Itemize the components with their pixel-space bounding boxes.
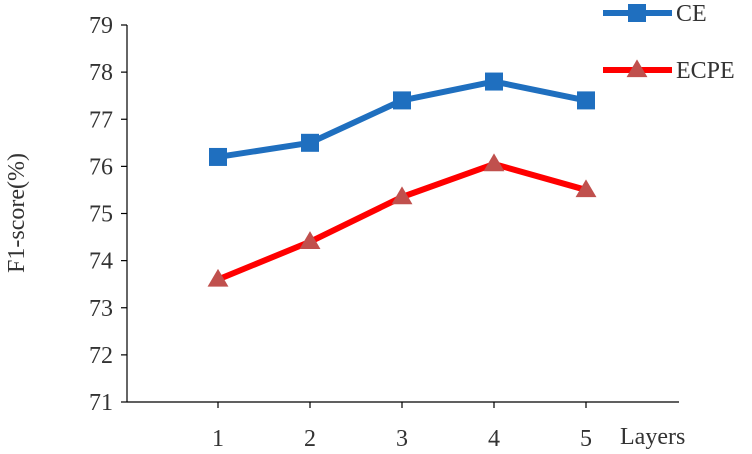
- series-ce: [209, 72, 595, 166]
- series-ecpe: [207, 153, 597, 287]
- y-tick-label: 75: [89, 202, 113, 228]
- x-tick-label: 4: [488, 426, 500, 452]
- series-ecpe-point: [483, 153, 505, 172]
- series-ecpe-point: [299, 231, 321, 249]
- x-axis-ticks: 1 2 3 4 5: [212, 402, 592, 452]
- x-tick-label: 5: [580, 426, 592, 452]
- series-ce-point: [485, 72, 503, 91]
- y-tick-label: 78: [89, 60, 113, 86]
- series-ecpe-point: [391, 186, 413, 205]
- y-tick-label: 73: [89, 296, 113, 322]
- legend: CE ECPE: [603, 1, 735, 84]
- series-layer: [207, 72, 597, 287]
- legend-ce-label: CE: [676, 1, 707, 27]
- legend-ecpe-label: ECPE: [676, 58, 735, 84]
- y-axis-label: F1-score(%): [4, 153, 30, 273]
- legend-ce-swatch-marker: [628, 4, 646, 22]
- x-tick-label: 2: [304, 426, 316, 452]
- x-tick-label: 1: [212, 426, 224, 452]
- series-ce-point: [393, 91, 411, 110]
- legend-ecpe-swatch-marker: [626, 59, 648, 78]
- y-tick-label: 72: [89, 343, 113, 369]
- y-axis-ticks: 71 72 73 74 75 76 77 78 79: [89, 13, 127, 416]
- y-tick-label: 79: [89, 13, 113, 39]
- series-ecpe-point: [575, 179, 597, 198]
- y-tick-label: 76: [89, 154, 113, 180]
- y-tick-label: 71: [89, 390, 113, 416]
- series-ce-point: [209, 147, 227, 166]
- y-tick-label: 77: [89, 107, 113, 133]
- x-tick-label: 3: [396, 426, 408, 452]
- x-axis-label: Layers: [620, 424, 685, 450]
- series-ce-point: [577, 91, 595, 110]
- series-ecpe-line: [216, 161, 587, 283]
- series-ce-point: [301, 133, 319, 152]
- y-tick-label: 74: [89, 249, 113, 275]
- series-ecpe-point: [207, 268, 229, 287]
